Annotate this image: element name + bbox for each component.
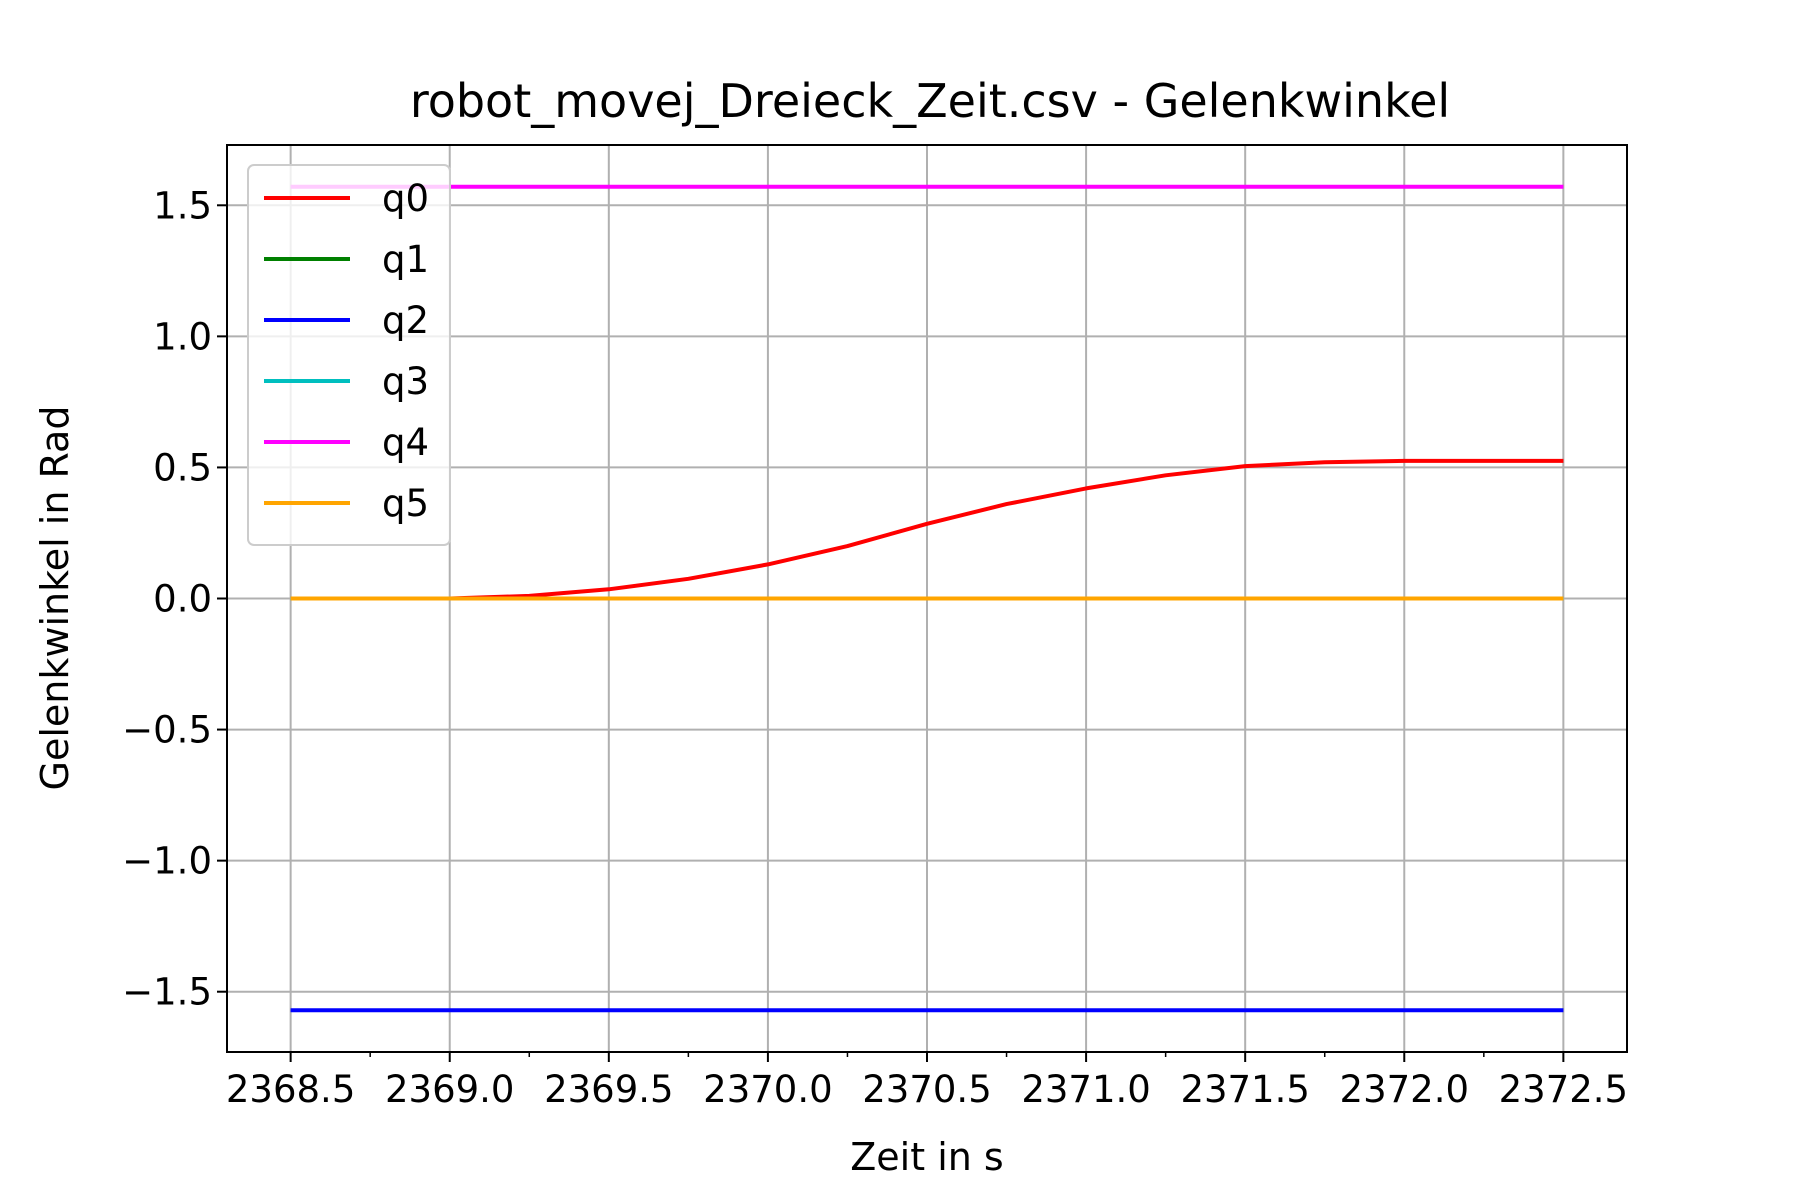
- series-line-q0: [290, 458, 1564, 601]
- y-tick-label: 1.0: [153, 315, 212, 358]
- y-tick-label: −1.0: [122, 840, 212, 883]
- legend-label-q3: q3: [382, 360, 429, 403]
- y-tick-label: 1.5: [153, 184, 212, 227]
- x-tick-label: 2371.5: [1180, 1068, 1309, 1111]
- x-tick-label: 2370.0: [703, 1068, 832, 1111]
- x-tick-label: 2369.5: [544, 1068, 673, 1111]
- y-tick-label: −0.5: [122, 709, 212, 752]
- y-tick-label: 0.5: [153, 446, 212, 489]
- x-tick-label: 2369.0: [385, 1068, 514, 1111]
- series-lines: [290, 184, 1564, 1013]
- y-tick-label: 0.0: [153, 578, 212, 621]
- chart-title: robot_movej_Dreieck_Zeit.csv - Gelenkwin…: [410, 74, 1450, 128]
- x-tick-label: 2371.0: [1021, 1068, 1150, 1111]
- legend-label-q4: q4: [382, 421, 429, 464]
- x-tick-label: 2370.5: [862, 1068, 991, 1111]
- legend-label-q5: q5: [382, 482, 429, 525]
- legend-label-q2: q2: [382, 299, 429, 342]
- legend-label-q0: q0: [382, 177, 429, 220]
- legend-label-q1: q1: [382, 238, 429, 281]
- x-axis-label: Zeit in s: [850, 1135, 1003, 1179]
- y-tick-label: −1.5: [122, 971, 212, 1014]
- grid: [227, 145, 1627, 1052]
- x-tick-label: 2368.5: [226, 1068, 355, 1111]
- y-axis-label: Gelenkwinkel in Rad: [33, 406, 77, 791]
- x-tick-label: 2372.5: [1499, 1068, 1628, 1111]
- legend: q0 q1 q2 q3 q4 q5: [247, 164, 451, 546]
- axis-ticks: 2368.5 2369.0 2369.5 2370.0 2370.5 2371.0 2371…: [122, 184, 1628, 1111]
- x-tick-label: 2372.0: [1340, 1068, 1469, 1111]
